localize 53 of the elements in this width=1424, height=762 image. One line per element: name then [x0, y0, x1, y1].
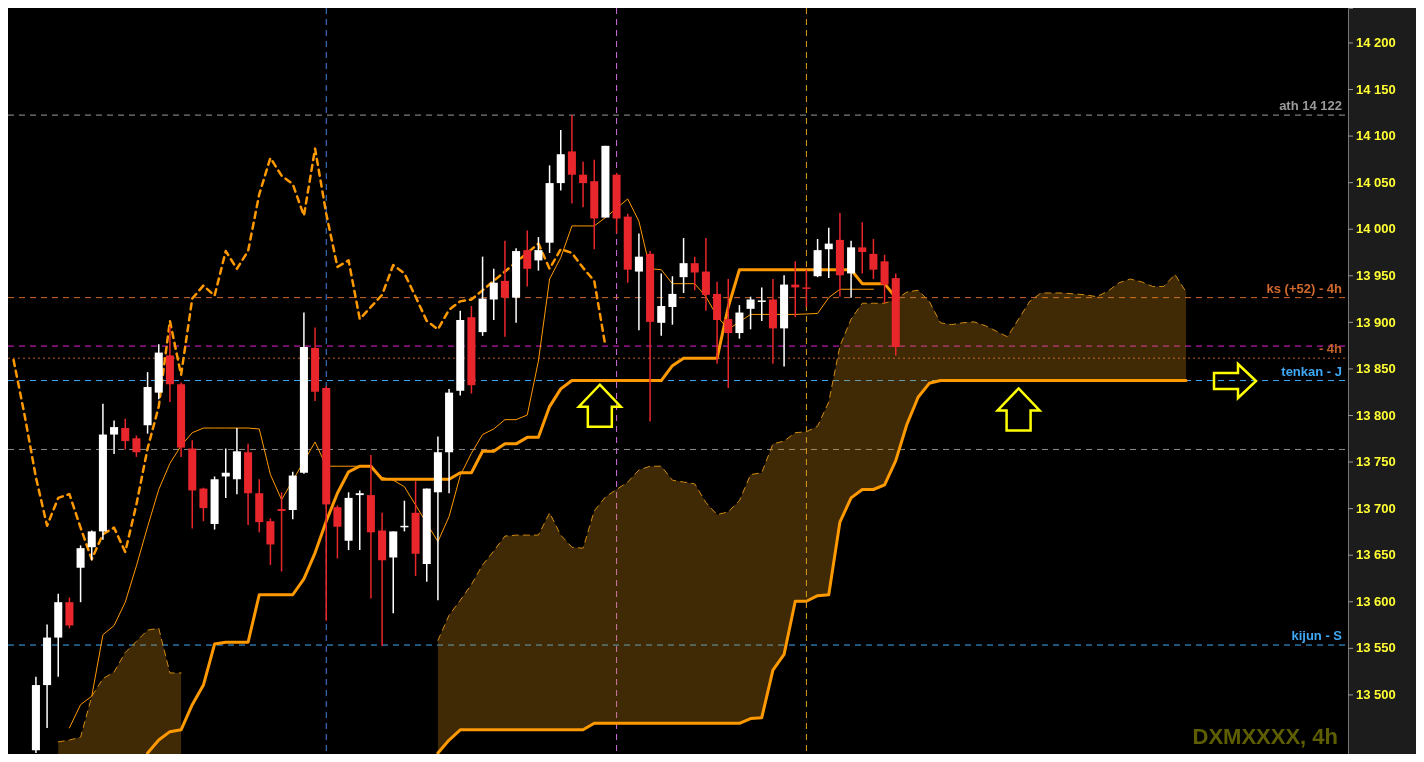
y-tick-label: 14 200 — [1356, 35, 1396, 51]
candlestick — [567, 114, 576, 205]
candlestick — [668, 275, 677, 326]
y-tick-label: 13 550 — [1356, 640, 1396, 656]
y-tick-label: 14 000 — [1356, 221, 1396, 237]
candlestick — [333, 504, 342, 560]
candlestick — [757, 286, 766, 322]
candlestick — [76, 544, 85, 603]
candlestick — [724, 278, 733, 389]
line-series — [436, 379, 1188, 754]
candlestick — [701, 237, 710, 312]
candlestick — [87, 529, 96, 562]
candlestick — [534, 236, 543, 272]
candlestick — [579, 160, 588, 209]
candlestick — [523, 229, 532, 288]
candlestick — [355, 489, 364, 551]
candlestick — [65, 596, 74, 630]
annotation: DXMXXXX, 4h — [1192, 724, 1338, 749]
candlestick — [869, 238, 878, 280]
y-tick-label: 13 700 — [1356, 500, 1396, 516]
ref-line-label: tenkan - J — [1281, 363, 1342, 379]
candlestick — [735, 304, 744, 340]
candlestick — [802, 268, 811, 308]
y-tick-label: 14 150 — [1356, 81, 1396, 97]
candlestick — [657, 272, 666, 337]
y-tick-label: 13 750 — [1356, 454, 1396, 470]
y-tick-label: 13 500 — [1356, 687, 1396, 703]
y-tick-label: 13 950 — [1356, 267, 1396, 283]
candlestick — [690, 255, 699, 291]
y-tick-label: 14 050 — [1356, 174, 1396, 190]
candlestick — [266, 517, 275, 566]
candlestick — [500, 240, 509, 338]
candlestick — [277, 491, 286, 573]
candlestick — [880, 254, 889, 304]
candlestick — [746, 295, 755, 331]
y-tick-label: 13 900 — [1356, 314, 1396, 330]
ref-line-label: - 4h — [1318, 341, 1343, 357]
y-tick-label: 13 800 — [1356, 407, 1396, 423]
candlestick — [679, 237, 688, 294]
y-tick-label: 14 100 — [1356, 128, 1396, 144]
ref-line-label: kijun - S — [1291, 628, 1343, 644]
candlestick — [121, 417, 130, 451]
candlestick — [199, 486, 208, 522]
candlestick — [858, 221, 867, 275]
candlestick — [634, 232, 643, 331]
y-tick-label: 13 650 — [1356, 547, 1396, 563]
y-tick-label: 13 600 — [1356, 593, 1396, 609]
y-tick-label: 13 850 — [1356, 361, 1396, 377]
candlestick — [489, 268, 498, 321]
candlestick — [110, 419, 119, 455]
candlestick — [132, 434, 141, 458]
ref-line-label: ath 14 122 — [1279, 98, 1342, 114]
ref-line-label: ks (+52) - 4h — [1266, 280, 1343, 296]
